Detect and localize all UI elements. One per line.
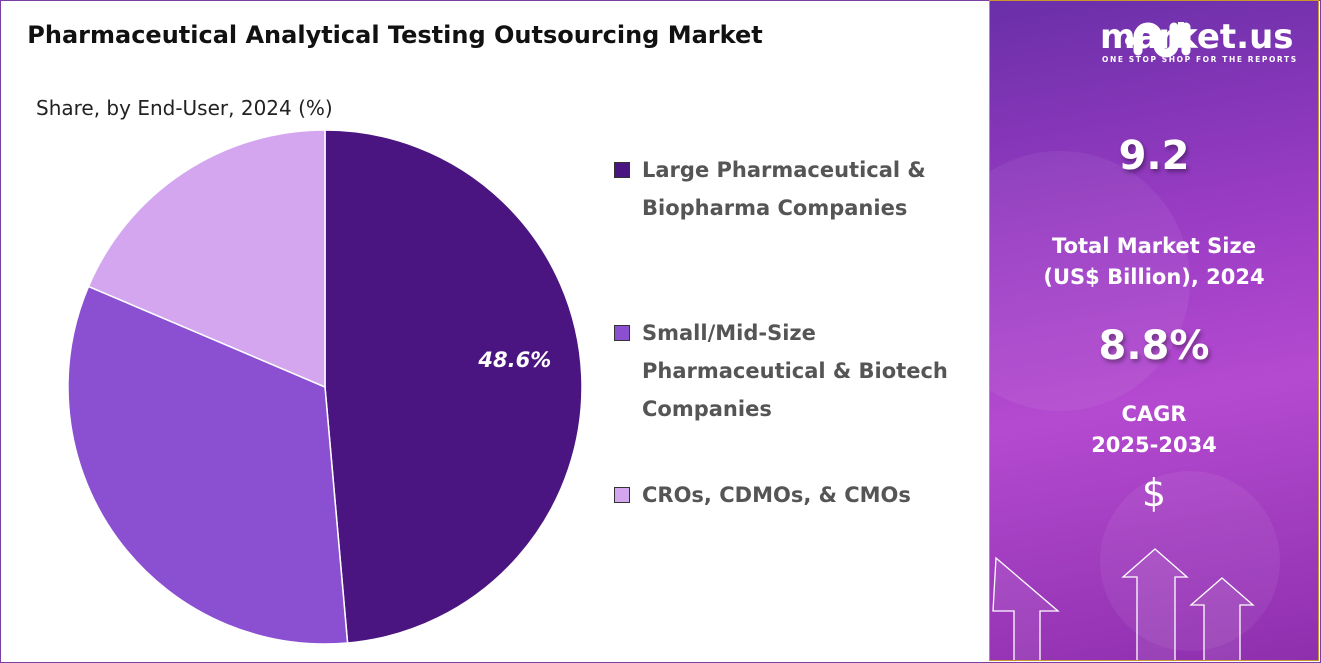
legend-swatch [614,325,630,341]
market-size-unit: (US$ Billion), 2024 [1043,265,1265,289]
cagr-period: 2025-2034 [1091,433,1217,457]
dollar-icon: $ [1141,471,1167,515]
pie-chart: 48.6% [67,129,583,645]
cagr-label: CAGR [1121,402,1187,426]
summary-panel: market.us ONE STOP SHOP FOR THE REPORTS … [989,0,1319,661]
pie-slice [67,285,349,645]
legend-label: Large Pharmaceutical & [642,158,926,182]
legend-label: Pharmaceutical & Biotech [642,359,948,383]
brand-tagline: ONE STOP SHOP FOR THE REPORTS [1102,55,1298,64]
market-size-value: 9.2 [1118,133,1190,179]
growth-arrows-icon [992,548,1255,660]
market-us-logo: market.us ONE STOP SHOP FOR THE REPORTS [1020,15,1300,65]
brand-name: market.us [1100,17,1294,57]
legend-swatch [614,162,630,178]
pie-slice [324,129,583,644]
legend-label: Small/Mid-Size [642,321,816,345]
legend-item-large-pharma: Large Pharmaceutical & Biopharma Compani… [614,151,982,227]
pie-slice [87,129,326,389]
cagr-value: 8.8% [1098,323,1210,369]
chart-subtitle: Share, by End-User, 2024 (%) [36,96,333,120]
legend-item-cros: CROs, CDMOs, & CMOs [614,476,982,514]
chart-title: Pharmaceutical Analytical Testing Outsou… [27,21,763,49]
legend-item-small-mid: Small/Mid-Size Pharmaceutical & Biotech … [614,314,982,428]
pie-data-label: 48.6% [477,348,551,372]
legend-swatch [614,487,630,503]
legend-label: Biopharma Companies [642,196,908,220]
market-size-label: Total Market Size [1052,234,1256,258]
legend-label: CROs, CDMOs, & CMOs [642,483,911,507]
logo-icon [1125,22,1191,58]
legend-label: Companies [642,397,772,421]
